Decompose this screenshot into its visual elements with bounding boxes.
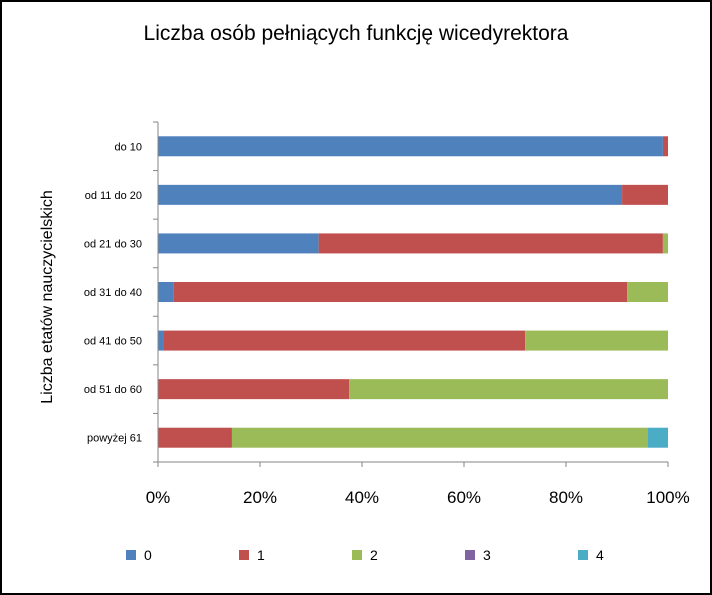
bar-do-10-series-0 (158, 136, 663, 157)
legend-label-3: 3 (483, 547, 491, 563)
legend-swatch-1 (239, 550, 249, 560)
axes-group (153, 121, 669, 467)
x-tick-label: 60% (447, 488, 481, 507)
bar-od-11-do-20-series-0 (158, 184, 623, 205)
bar-od-41-do-50-series-1 (163, 330, 526, 351)
x-tick-labels: 0% 20% 40% 60% 80% 100% (146, 488, 690, 507)
x-tick-label: 0% (146, 488, 171, 507)
category-label: powyżej 61 (87, 433, 142, 445)
category-label: od 31 do 40 (84, 287, 142, 299)
legend-swatch-0 (126, 550, 136, 560)
x-tick-label: 20% (243, 488, 277, 507)
legend-swatch-2 (352, 550, 362, 560)
x-tick-label: 40% (345, 488, 379, 507)
category-label: od 11 do 20 (85, 190, 142, 202)
bar-od-41-do-50-series-0 (158, 330, 164, 351)
bar-powyżej-61-series-2 (231, 427, 648, 448)
category-label: od 21 do 30 (84, 238, 142, 250)
bar-od-21-do-30-series-1 (318, 233, 663, 254)
bar-od-31-do-40-series-0 (158, 282, 174, 302)
legend-label-1: 1 (257, 547, 265, 563)
bars-group (158, 136, 668, 448)
bar-od-41-do-50-series-2 (525, 330, 668, 351)
bar-od-11-do-20-series-1 (622, 184, 668, 205)
legend-label-0: 0 (144, 547, 152, 563)
y-axis-label: Liczba etatów nauczycielskich (39, 190, 56, 403)
bar-od-31-do-40-series-2 (627, 282, 668, 302)
legend-swatch-3 (465, 550, 475, 560)
legend-label-2: 2 (370, 547, 378, 563)
legend-swatch-4 (578, 550, 588, 560)
bar-od-51-do-60-series-1 (158, 379, 350, 400)
bar-od-21-do-30-series-2 (662, 233, 668, 254)
bar-powyżej-61-series-4 (647, 427, 668, 448)
bar-do-10-series-1 (662, 136, 668, 157)
category-label: od 41 do 50 (84, 336, 142, 348)
chart-title: Liczba osób pełniących funkcję wicedyrek… (143, 22, 569, 45)
bar-powyżej-61-series-1 (158, 427, 232, 448)
bar-od-21-do-30-series-0 (158, 233, 319, 254)
legend-label-4: 4 (596, 547, 604, 563)
x-tick-label: 80% (549, 488, 583, 507)
bar-od-51-do-60-series-2 (349, 379, 668, 400)
category-labels: do 10 od 11 do 20 od 21 do 30 od 31 do 40 od… (84, 141, 142, 444)
category-label: do 10 (114, 141, 142, 153)
x-tick-label: 100% (646, 488, 689, 507)
category-label: od 51 do 60 (84, 384, 142, 396)
legend: 0 1 2 3 4 (126, 547, 604, 563)
bar-od-31-do-40-series-1 (173, 282, 628, 302)
